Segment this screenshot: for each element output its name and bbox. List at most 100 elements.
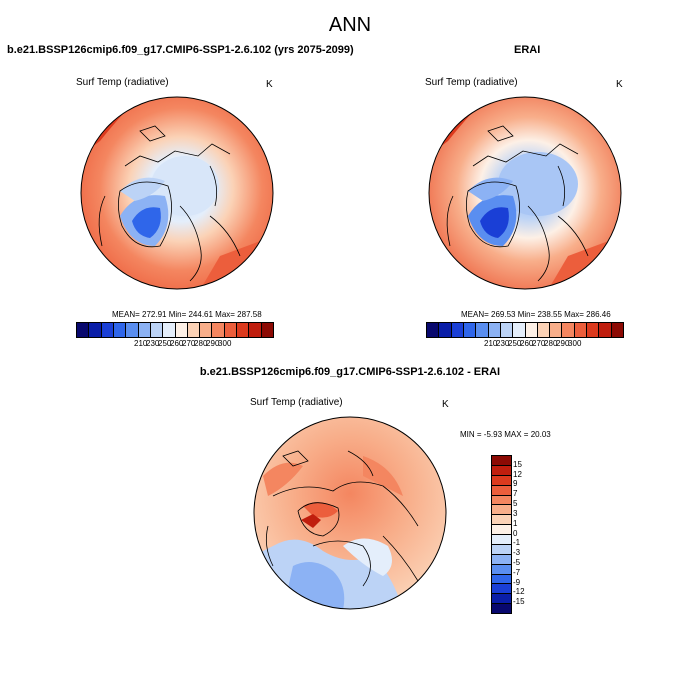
colorbar-swatch [101,323,114,337]
colorbar-swatch [175,323,188,337]
panel1-variable-label: Surf Temp (radiative) [76,77,169,88]
colorbar-swatch [439,323,452,337]
colorbar-swatch [587,323,600,337]
panel3-units-label: K [442,399,449,410]
colorbar-swatch [492,456,511,466]
colorbar-swatch [492,465,511,476]
colorbar-swatch [492,554,511,565]
panel1-colorbar [76,322,274,338]
panel3-stats: MIN = -5.93 MAX = 20.03 [460,430,551,439]
colorbar-tick-label: 300 [218,339,232,348]
panel2-stats: MEAN= 269.53 Min= 238.55 Max= 286.46 [461,310,611,319]
colorbar-tick-label: -15 [513,597,525,607]
panel2-colorbar-ticks: 210 230 250 260 270 280 290 300 [426,339,622,351]
colorbar-swatch [574,323,588,337]
panel2-title: ERAI [514,44,541,56]
colorbar-tick-label: 280 [194,339,208,348]
colorbar-tick-label: 230 [496,339,510,348]
colorbar-swatch [611,323,623,337]
panel3-colorbar-ticks: 15 12 9 7 5 3 1 0 -1 -3 -5 -7 -9 -12 -15 [513,455,553,612]
colorbar-tick-label: -3 [513,548,521,558]
colorbar-tick-label: -9 [513,577,521,587]
colorbar-tick-label: 7 [513,489,518,499]
panel3-title: b.e21.BSSP126cmip6.f09_g17.CMIP6-SSP1-2.… [199,366,501,378]
colorbar-swatch [200,323,213,337]
colorbar-tick-label: 1 [513,518,518,528]
colorbar-tick-label: -1 [513,538,521,548]
colorbar-tick-label: 260 [170,339,184,348]
colorbar-tick-label: 230 [146,339,160,348]
colorbar-swatch [492,495,511,506]
colorbar-swatch [492,515,511,526]
colorbar-swatch [492,525,511,535]
colorbar-tick-label: 210 [484,339,498,348]
colorbar-swatch [463,323,477,337]
colorbar-swatch [492,564,511,575]
colorbar-swatch [513,323,526,337]
colorbar-tick-label: 260 [520,339,534,348]
panel3-variable-label: Surf Temp (radiative) [250,397,343,408]
panel2-polar-map [428,96,622,290]
panel3-polar-map [253,416,447,610]
colorbar-swatch [89,323,102,337]
panel1-units-label: K [266,79,273,90]
colorbar-tick-label: 270 [532,339,546,348]
colorbar-swatch [492,584,511,595]
colorbar-swatch [77,323,90,337]
colorbar-tick-label: 0 [513,528,518,538]
colorbar-swatch [500,323,514,337]
colorbar-swatch [492,594,511,605]
colorbar-tick-label: 250 [508,339,522,348]
colorbar-swatch [113,323,127,337]
colorbar-swatch [126,323,139,337]
colorbar-swatch [249,323,262,337]
colorbar-swatch [163,323,176,337]
colorbar-tick-label: -7 [513,567,521,577]
panel1-stats: MEAN= 272.91 Min= 244.61 Max= 287.58 [112,310,262,319]
colorbar-swatch [525,323,538,337]
panel3-colorbar [491,455,512,614]
colorbar-swatch [492,485,511,496]
colorbar-swatch [537,323,551,337]
colorbar-swatch [138,323,151,337]
colorbar-tick-label: 12 [513,469,522,479]
colorbar-swatch [550,323,563,337]
colorbar-swatch [261,323,273,337]
panel2-colorbar [426,322,624,338]
panel1-polar-map [80,96,274,290]
panel1-colorbar-ticks: 210 230 250 260 270 280 290 300 [76,339,272,351]
colorbar-tick-label: 300 [568,339,582,348]
colorbar-tick-label: 210 [134,339,148,348]
colorbar-tick-label: 290 [206,339,220,348]
colorbar-swatch [492,475,511,486]
panel2-variable-label: Surf Temp (radiative) [425,77,518,88]
colorbar-swatch [488,323,501,337]
colorbar-tick-label: 250 [158,339,172,348]
colorbar-swatch [492,574,511,585]
colorbar-swatch [224,323,238,337]
colorbar-swatch [187,323,201,337]
colorbar-swatch [150,323,164,337]
colorbar-tick-label: 280 [544,339,558,348]
colorbar-swatch [237,323,250,337]
page-title: ANN [328,14,372,36]
colorbar-tick-label: -5 [513,557,521,567]
colorbar-tick-label: 3 [513,508,518,518]
colorbar-tick-label: 15 [513,459,522,469]
colorbar-tick-label: 5 [513,499,518,509]
colorbar-swatch [492,535,511,545]
colorbar-swatch [599,323,612,337]
colorbar-swatch [212,323,225,337]
colorbar-swatch [562,323,575,337]
colorbar-swatch [451,323,464,337]
panel1-title: b.e21.BSSP126cmip6.f09_g17.CMIP6-SSP1-2.… [7,44,354,56]
colorbar-swatch [492,604,511,613]
colorbar-swatch [492,544,511,555]
colorbar-tick-label: 270 [182,339,196,348]
colorbar-tick-label: -12 [513,587,525,597]
colorbar-tick-label: 290 [556,339,570,348]
colorbar-swatch [492,505,511,516]
panel2-units-label: K [616,79,623,90]
colorbar-swatch [476,323,489,337]
colorbar-tick-label: 9 [513,479,518,489]
